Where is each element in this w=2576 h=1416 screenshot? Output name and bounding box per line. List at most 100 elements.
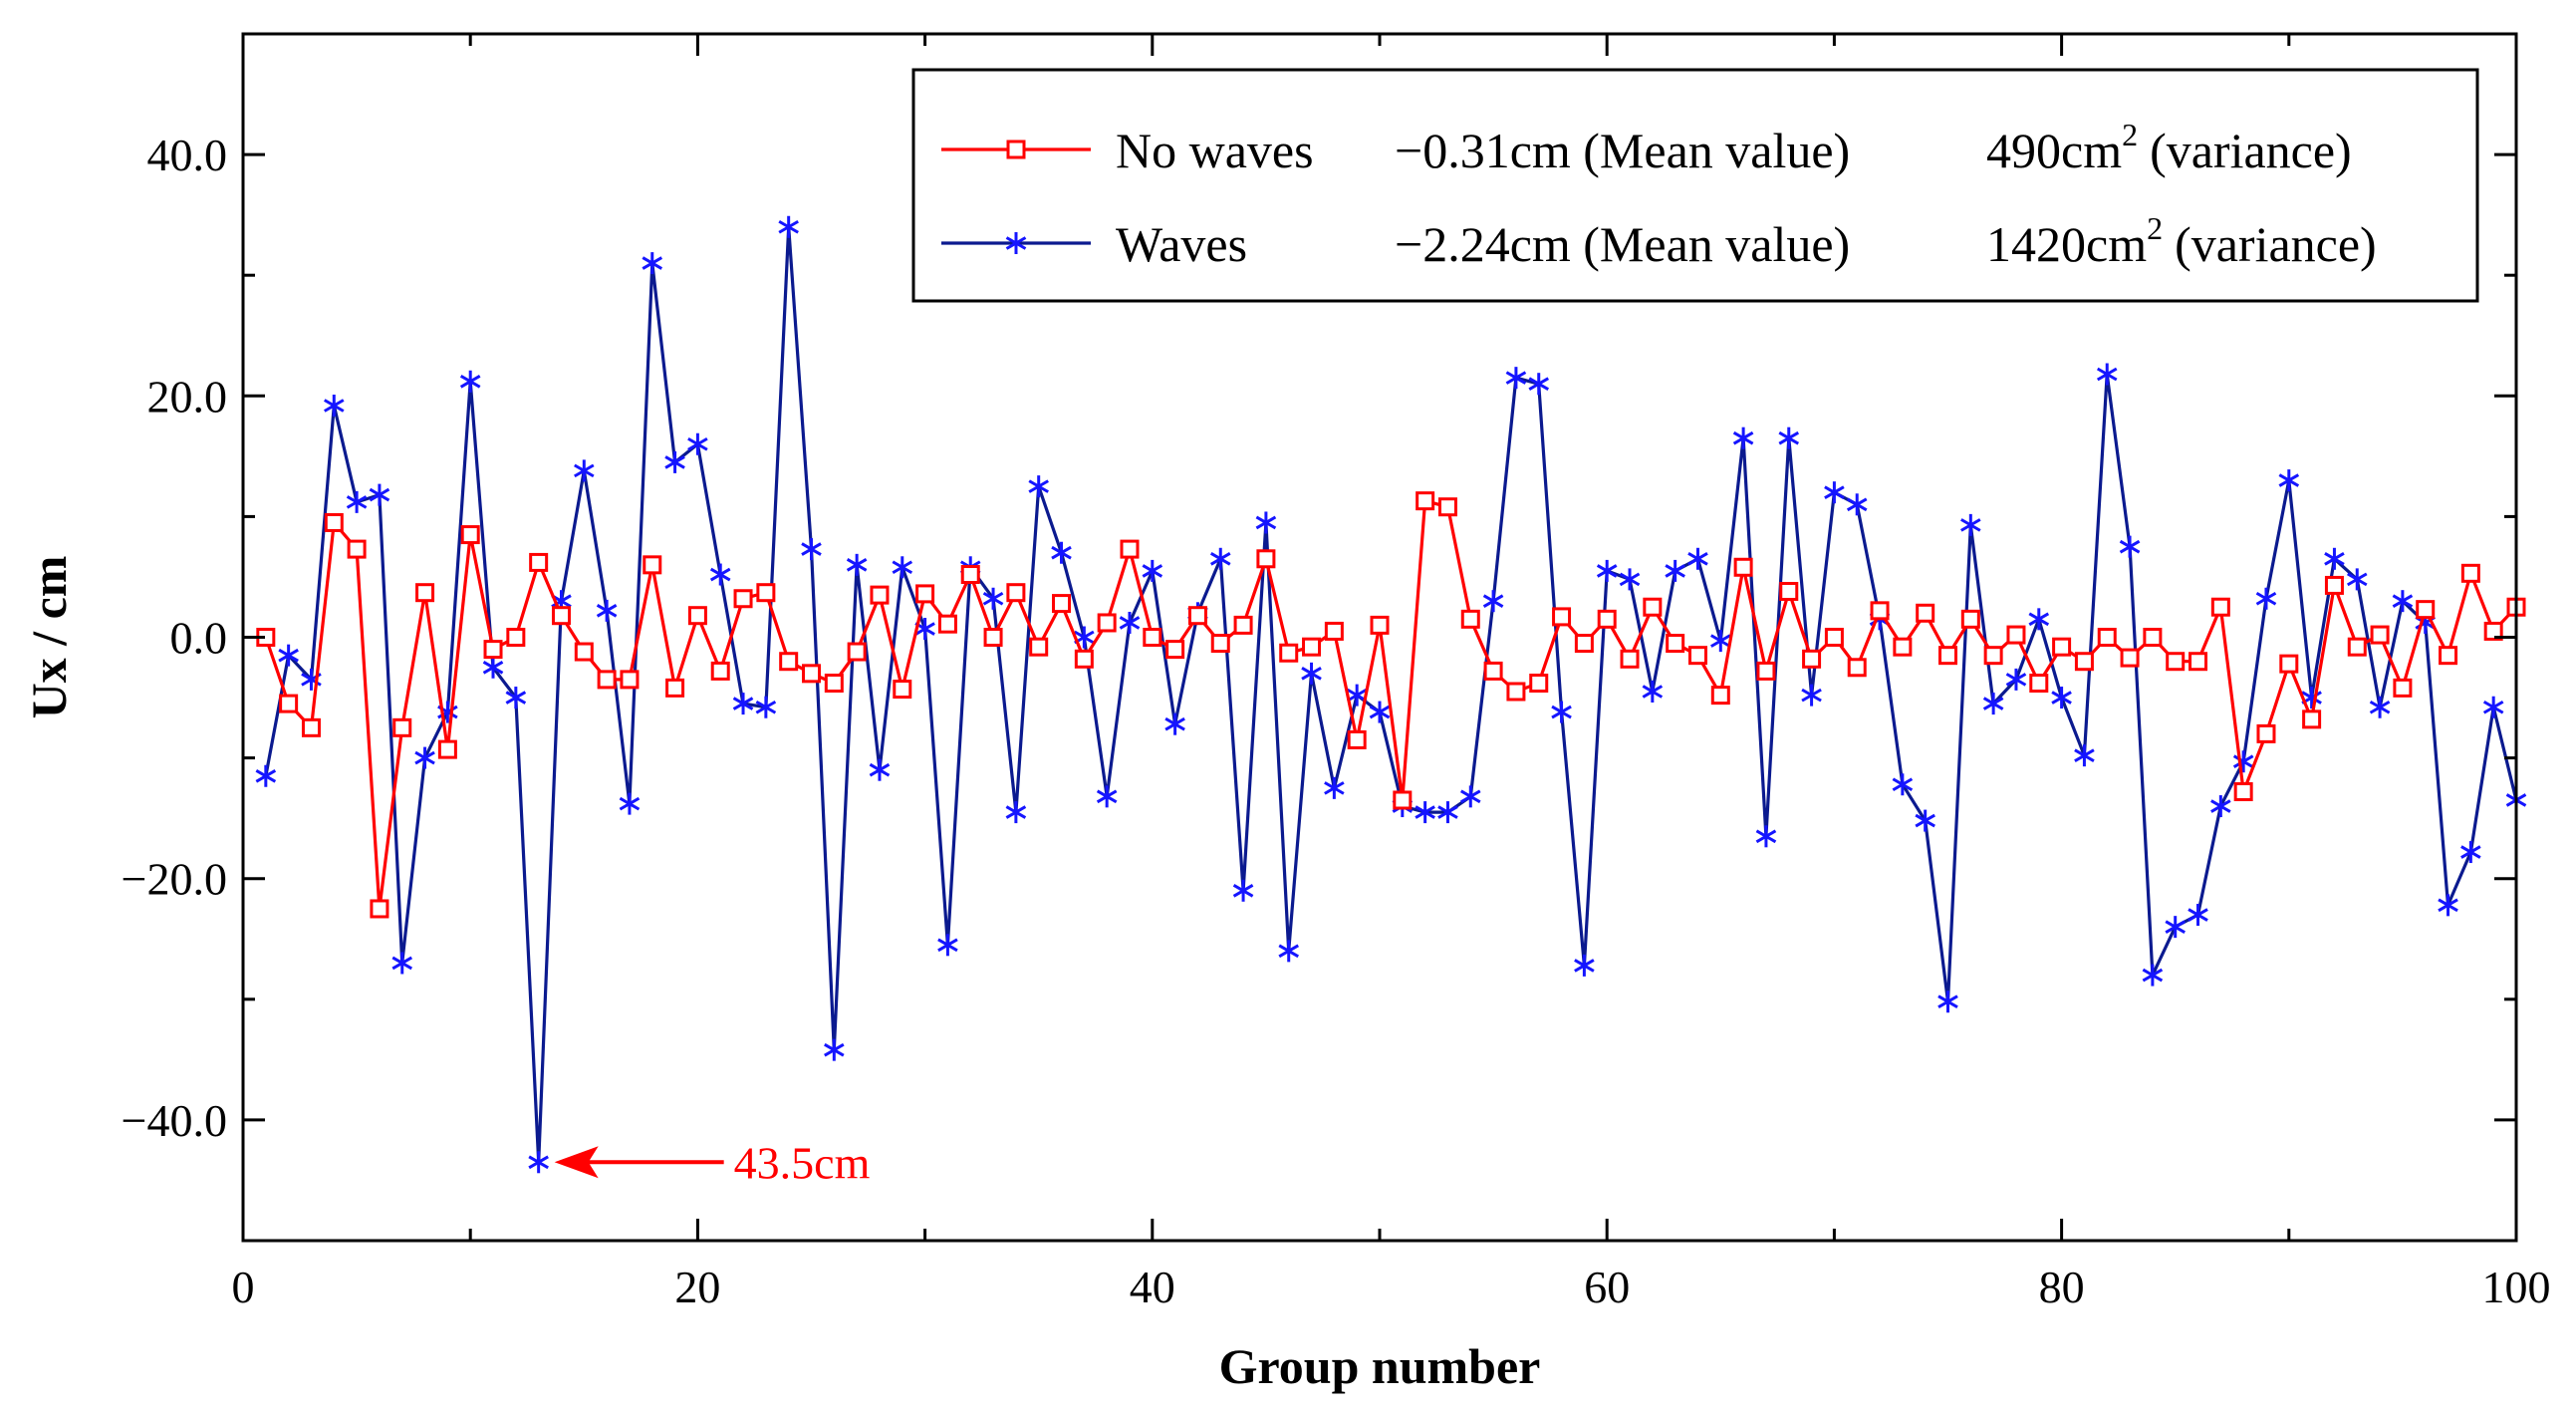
data-point-no-waves (460, 525, 480, 545)
data-point-waves (1937, 991, 1958, 1013)
data-point-waves (709, 563, 731, 586)
data-point-waves (1369, 701, 1391, 723)
data-point-waves (1982, 693, 2004, 715)
data-point-no-waves (1052, 594, 1072, 614)
data-point-waves (2096, 363, 2118, 386)
data-point-no-waves (1574, 634, 1594, 654)
data-point-waves (1755, 825, 1777, 848)
data-point-waves (1209, 547, 1231, 570)
data-point-waves (596, 599, 618, 622)
y-tick-label: 0.0 (170, 613, 228, 664)
data-point-waves (2460, 841, 2481, 864)
x-tick-label: 20 (674, 1262, 720, 1312)
series-layer (255, 215, 2527, 1174)
data-point-waves (2369, 696, 2391, 718)
data-point-waves (1324, 776, 1345, 799)
data-point-waves (1824, 481, 1845, 504)
x-tick-label: 100 (2482, 1262, 2551, 1312)
data-point-waves (1551, 701, 1572, 723)
data-point-waves (642, 252, 663, 275)
data-point-waves (1028, 475, 1049, 498)
legend-variance-sup: 2 (2147, 210, 2163, 246)
data-point-no-waves (1279, 643, 1299, 663)
data-point-waves (1346, 684, 1368, 707)
data-point-no-waves (779, 652, 799, 672)
data-point-no-waves (2324, 575, 2344, 595)
data-point-waves (1892, 773, 1914, 796)
data-point-waves (937, 934, 958, 957)
legend: No waves −0.31cm (Mean value) 490cm2 (varia… (911, 68, 2479, 303)
annotation-arrow-head (554, 1146, 599, 1179)
data-point-no-waves (960, 565, 980, 585)
data-point-no-waves (687, 606, 707, 626)
x-tick-label: 80 (2039, 1262, 2085, 1312)
data-point-waves (2165, 916, 2186, 939)
data-point-no-waves (1210, 634, 1230, 654)
data-point-waves (1665, 559, 1685, 582)
data-point-no-waves (2120, 648, 2140, 668)
data-point-no-waves (1870, 601, 1890, 621)
data-point-no-waves (2279, 654, 2299, 674)
data-point-no-waves (483, 640, 503, 660)
data-point-no-waves (915, 584, 935, 604)
data-point-waves (2074, 744, 2095, 767)
data-point-no-waves (392, 717, 412, 737)
data-point-waves (1915, 809, 1935, 832)
data-point-no-waves (1529, 674, 1549, 694)
data-point-no-waves (1187, 606, 1207, 626)
data-point-no-waves (1006, 583, 1026, 603)
legend-series-name: Waves (1116, 216, 1247, 272)
data-point-no-waves (1097, 613, 1117, 633)
data-point-no-waves (643, 555, 662, 575)
legend-series-name: No waves (1116, 123, 1314, 178)
data-point-no-waves (1756, 661, 1776, 681)
data-point-no-waves (2006, 625, 2026, 645)
data-point-waves (2028, 608, 2050, 631)
data-point-waves (414, 746, 435, 769)
y-tick-label: 20.0 (147, 371, 228, 422)
data-point-no-waves (1779, 581, 1799, 601)
data-point-waves (824, 1038, 845, 1061)
legend-mean: −2.24cm (Mean value) (1395, 216, 1850, 272)
data-point-waves (1596, 559, 1618, 582)
data-point-no-waves (1916, 603, 1935, 623)
data-point-waves (1710, 630, 1731, 653)
data-point-waves (1255, 511, 1277, 534)
data-point-no-waves (870, 585, 890, 605)
data-point-waves (1278, 940, 1299, 963)
data-point-waves (1778, 426, 1800, 449)
data-point-no-waves (1643, 597, 1663, 617)
data-point-no-waves (1824, 628, 1844, 647)
data-point-waves (278, 644, 299, 667)
data-point-no-waves (756, 583, 776, 603)
data-point-no-waves (1552, 607, 1572, 627)
data-point-no-waves (279, 694, 299, 713)
data-point-waves (1528, 373, 1550, 396)
data-point-no-waves (1460, 609, 1480, 629)
data-point-waves (2438, 894, 2458, 917)
data-point-no-waves (1802, 649, 1822, 669)
data-point-no-waves (710, 661, 730, 681)
data-point-waves (1005, 801, 1027, 824)
data-point-no-waves (2439, 646, 2458, 666)
data-point-no-waves (1233, 615, 1253, 635)
data-point-no-waves (1506, 682, 1526, 702)
data-point-waves (2392, 590, 2414, 613)
data-point-no-waves (665, 678, 685, 698)
data-point-waves (2051, 687, 2072, 709)
legend-variance-suffix: (variance) (2150, 123, 2352, 178)
data-point-no-waves (597, 670, 617, 690)
data-point-waves (1460, 785, 1481, 808)
data-point-no-waves (2370, 625, 2390, 645)
x-tick-label: 0 (232, 1262, 255, 1312)
data-point-no-waves (802, 664, 821, 684)
data-point-waves (1164, 712, 1185, 735)
data-point-no-waves (1437, 497, 1457, 517)
legend-variance-value: 490cm (1986, 123, 2122, 178)
data-point-no-waves (733, 589, 753, 609)
data-point-no-waves (620, 670, 640, 690)
data-point-no-waves (893, 680, 912, 700)
legend-variance: 1420cm2 (variance) (1986, 210, 2377, 272)
data-point-waves (505, 687, 527, 709)
data-point-no-waves (2460, 563, 2480, 583)
